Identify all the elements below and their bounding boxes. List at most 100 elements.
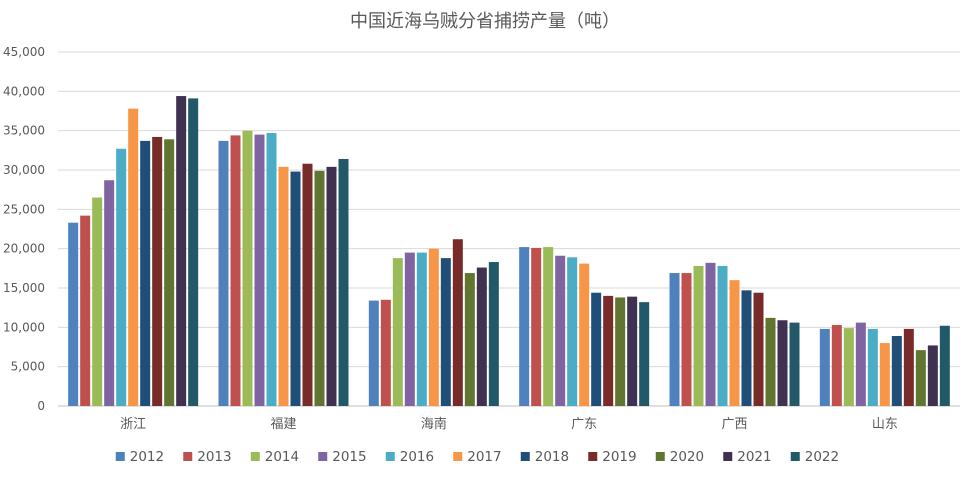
bar-2022-广东 [639,302,650,406]
legend-swatch-2013 [183,452,193,461]
bar-2016-广西 [717,265,728,406]
bar-2018-广西 [741,290,752,406]
bar-2019-福建 [302,163,313,406]
bar-2013-广西 [681,273,692,406]
legend-swatch-2012 [115,452,125,461]
bar-2021-海南 [476,267,487,406]
bar-2020-海南 [464,273,475,406]
bar-2012-福建 [218,140,229,406]
bar-2021-广东 [627,296,638,406]
bar-2012-山东 [819,328,830,406]
bar-2013-海南 [380,299,391,406]
bar-2016-广东 [567,257,578,406]
x-tick-label: 海南 [421,416,447,432]
y-tick-label: 45,000 [3,45,45,59]
bar-2013-广东 [531,247,542,406]
bar-2015-广西 [705,262,716,406]
bars [68,96,950,407]
bar-2014-广东 [543,247,554,406]
bar-2014-浙江 [92,197,103,406]
x-tick-label: 广西 [721,417,747,432]
bar-2013-山东 [831,324,842,406]
legend-label-2013: 2013 [197,449,231,465]
bar-2021-山东 [927,345,938,406]
y-axis-tick-labels: 0 5,000 10,000 15,000 20,000 25,000 30,000 35,0… [3,45,45,413]
x-tick-label: 广东 [571,417,597,432]
bar-2019-山东 [903,328,914,406]
legend-swatch-2021 [723,452,733,461]
y-tick-label: 40,000 [3,84,45,98]
bar-2017-浙江 [128,108,139,406]
bar-2019-海南 [452,239,463,406]
legend-swatch-2014 [250,452,260,461]
bar-2015-广东 [555,255,566,406]
legend-label-2017: 2017 [467,449,501,465]
bar-2014-福建 [242,130,253,407]
bar-2021-浙江 [176,96,187,407]
bar-2018-福建 [290,171,301,406]
bar-2015-海南 [404,252,415,406]
bar-2019-浙江 [152,136,163,406]
bar-2017-福建 [278,166,289,406]
bar-2012-广西 [669,273,680,406]
y-tick-label: 0 [37,399,45,413]
legend-swatch-2019 [588,452,598,461]
bar-2022-广西 [789,322,800,406]
legend-label-2021: 2021 [737,449,771,465]
bar-2016-海南 [416,252,427,406]
bar-2019-广东 [603,295,614,406]
x-tick-label: 山东 [872,417,898,432]
legend-swatch-2016 [385,452,395,461]
bar-2020-山东 [915,350,926,406]
bar-2014-山东 [843,328,854,406]
bar-2022-山东 [939,325,950,406]
bar-2013-福建 [230,135,241,406]
legend-label-2022: 2022 [805,449,839,465]
bar-2018-海南 [440,258,451,406]
legend-label-2015: 2015 [332,449,366,465]
bar-2015-山东 [855,322,866,406]
bar-2017-广西 [729,280,740,406]
legend-swatch-2017 [453,452,463,461]
bar-2022-海南 [488,262,499,406]
y-tick-label: 20,000 [3,242,45,256]
legend-label-2016: 2016 [400,449,434,465]
bar-2016-福建 [266,133,277,406]
legend-swatch-2018 [520,452,530,461]
bar-2013-浙江 [80,215,91,406]
bar-2018-浙江 [140,140,151,406]
bar-2012-浙江 [68,222,79,406]
bar-2017-海南 [428,248,439,406]
y-tick-label: 15,000 [3,281,45,295]
bar-2022-浙江 [188,98,199,406]
gridlines [58,51,960,407]
bar-2016-浙江 [116,148,127,406]
legend-label-2012: 2012 [130,449,164,465]
legend: 2012 2013 2014 2015 2016 2017 2018 2019 2020 2021… [115,449,839,465]
bar-2015-福建 [254,134,265,406]
bar-2018-山东 [891,335,902,406]
y-tick-label: 35,000 [3,124,45,138]
legend-swatch-2020 [655,452,665,461]
bar-2021-广西 [777,320,788,406]
bar-2012-广东 [519,247,530,406]
bar-2015-浙江 [104,180,115,406]
bar-2019-广西 [753,292,764,406]
chart-title: 中国近海乌贼分省捕捞产量（吨） [350,11,620,32]
bar-2021-福建 [326,166,337,406]
legend-label-2014: 2014 [265,449,299,465]
bar-2014-海南 [392,258,403,406]
bar-2022-福建 [338,158,349,406]
legend-label-2018: 2018 [535,449,569,465]
x-axis-tick-labels: 浙江 福建 海南 广东 广西 山东 [120,416,898,432]
bar-2020-浙江 [164,139,175,406]
y-tick-label: 10,000 [3,320,45,334]
legend-label-2020: 2020 [670,449,704,465]
bar-2017-广东 [579,263,590,406]
bar-2014-广西 [693,265,704,406]
bar-2018-广东 [591,292,602,406]
bar-2017-山东 [879,343,890,406]
bar-2020-广东 [615,297,626,406]
